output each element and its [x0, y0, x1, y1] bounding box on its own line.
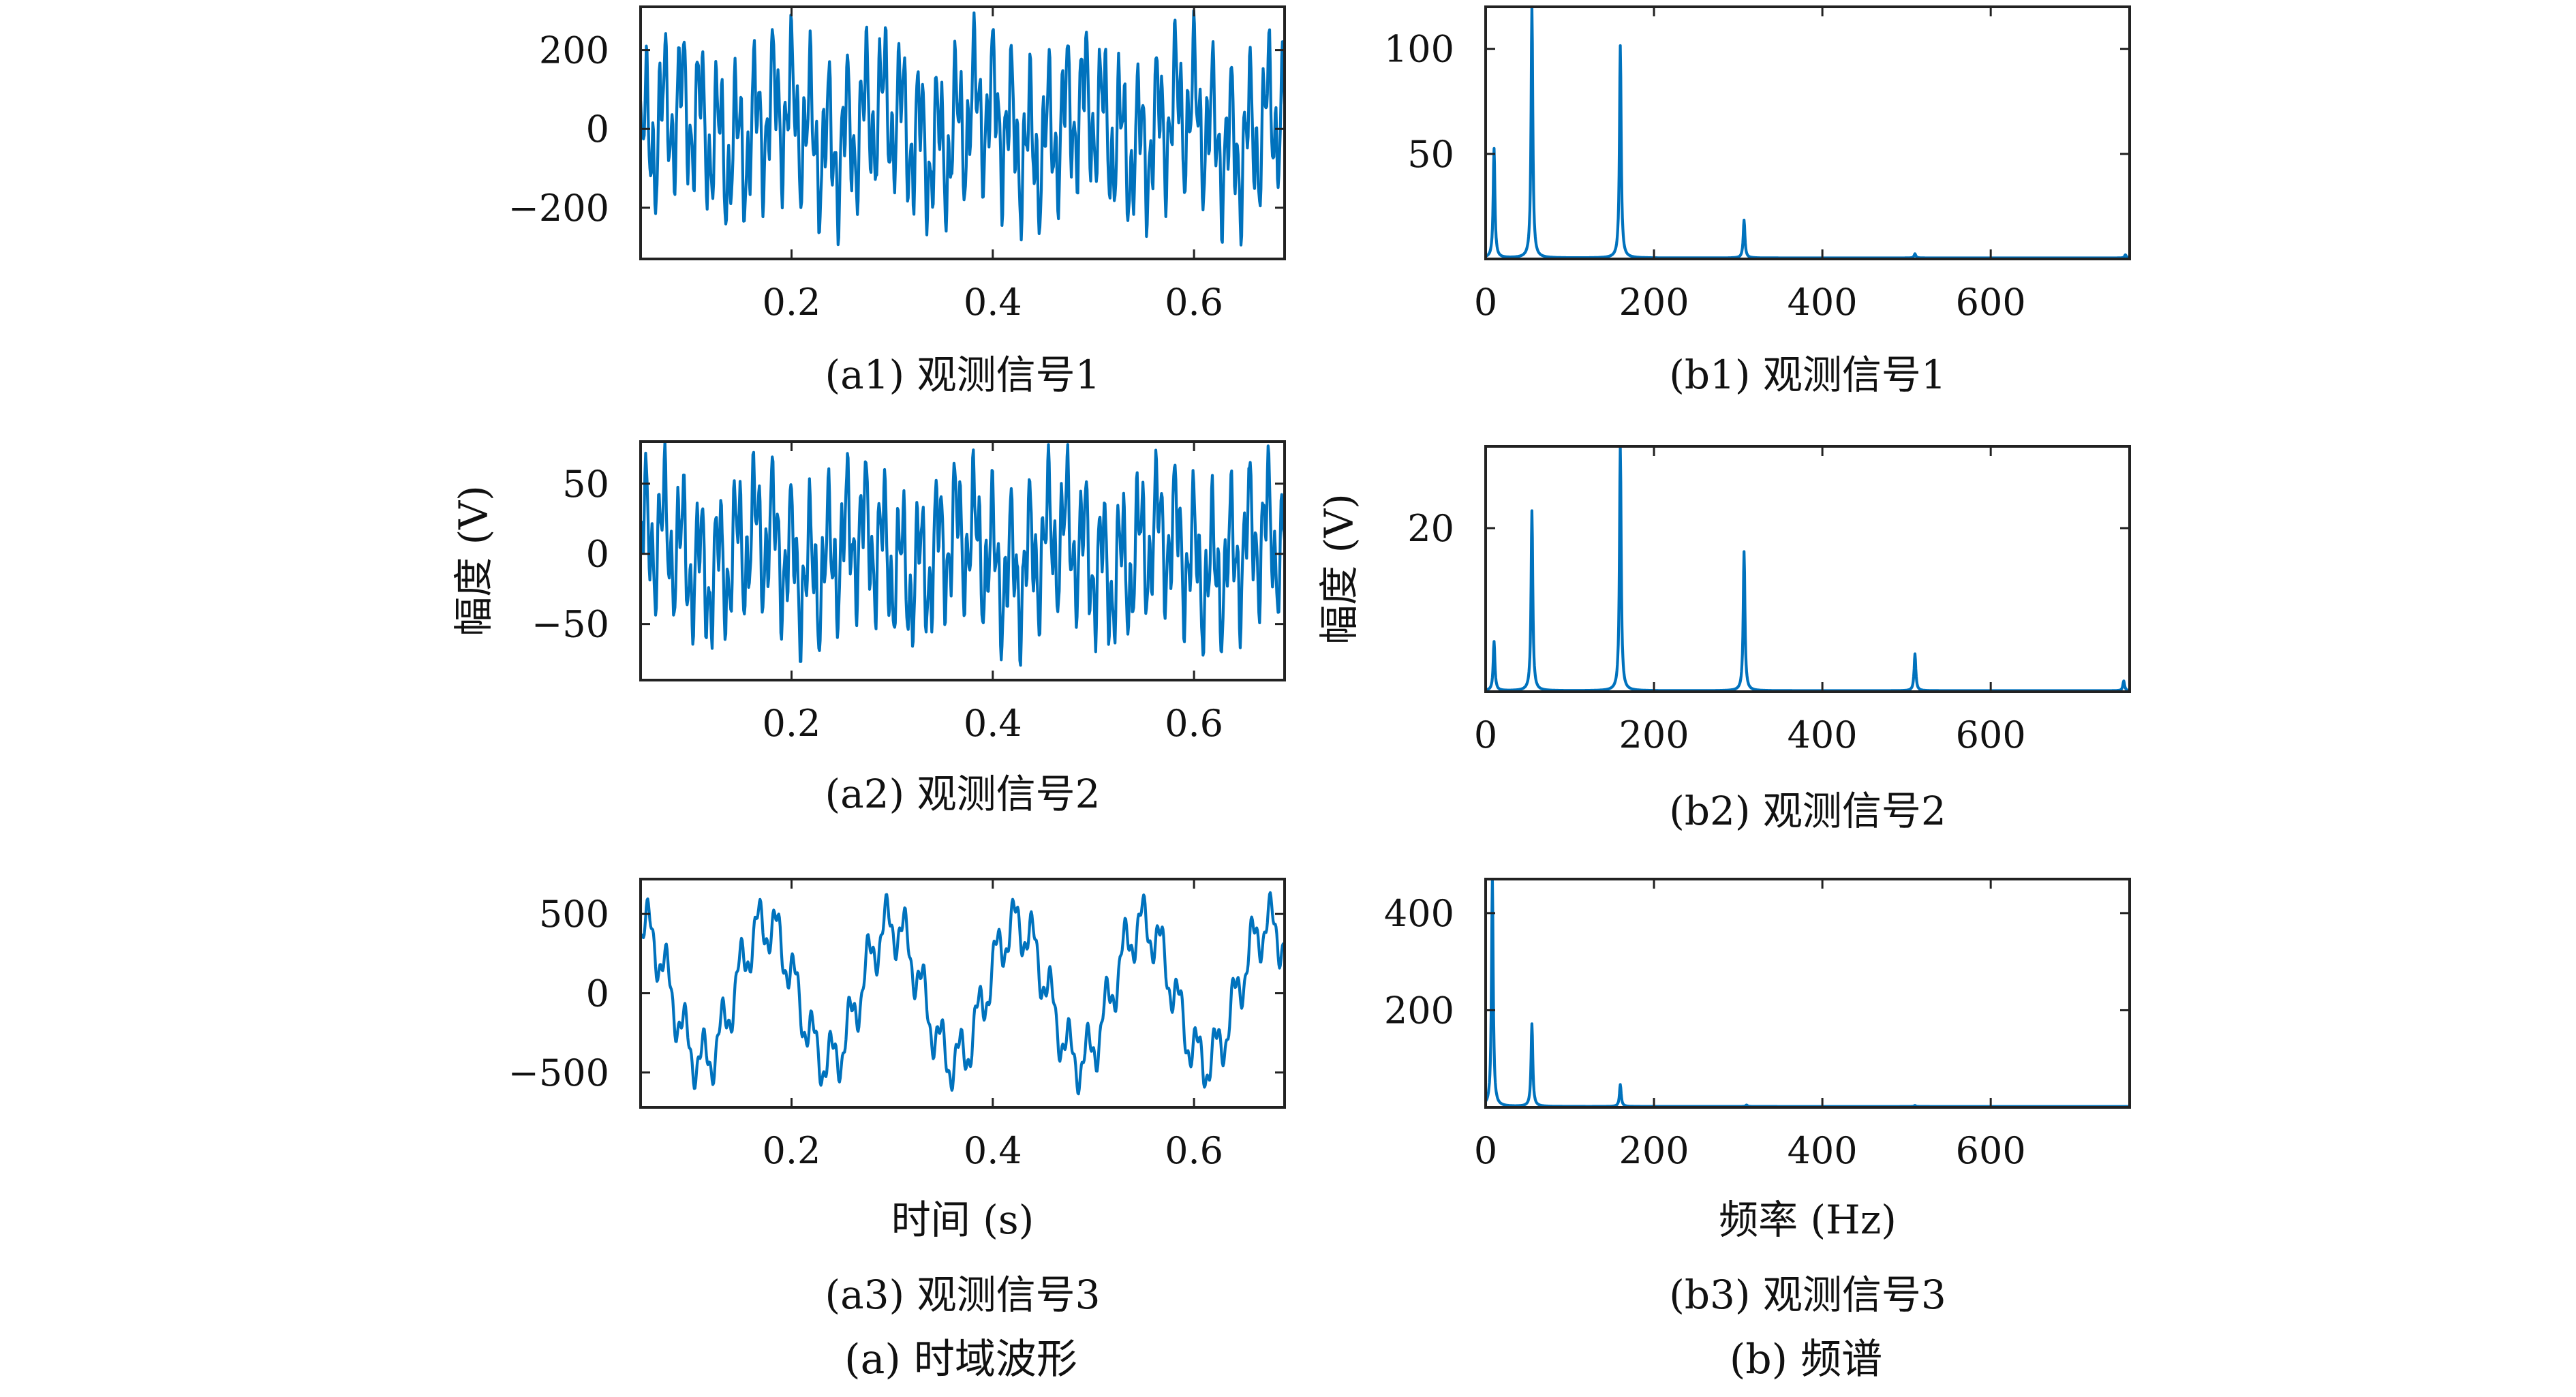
x-axis-label: 频率 (Hz)	[1719, 1197, 1897, 1243]
group-caption-time-domain: (a) 时域波形	[844, 1336, 1077, 1383]
x-tick-label: 0.2	[763, 281, 821, 324]
y-tick-label: 0	[586, 533, 609, 576]
x-tick-label: 400	[1788, 1129, 1858, 1172]
panel-a3: 0.2 0.4 0.6 500 0 −500 时间 (s) (a3) 观测信号3	[508, 878, 1286, 1318]
x-tick-label: 0.4	[964, 281, 1022, 324]
x-tick-label: 0.4	[964, 1129, 1022, 1172]
x-tick-label: 0.2	[763, 1129, 821, 1172]
axes-frame-b2	[1484, 445, 2131, 693]
x-tick-label: 0.2	[763, 702, 821, 745]
panel-caption-b1: (b1) 观测信号1	[1669, 352, 1946, 398]
axes-frame-a3	[639, 878, 1286, 1109]
y-tick-label: 0	[586, 972, 609, 1015]
y-tick-label: −500	[508, 1051, 609, 1094]
y-tick-label: 500	[539, 893, 609, 936]
group-caption-spectrum: (b) 频谱	[1730, 1336, 1882, 1383]
y-axis-label: 幅度 (V)	[450, 485, 497, 636]
y-tick-label: 200	[539, 29, 609, 72]
x-tick-label: 0	[1474, 1129, 1497, 1172]
y-tick-label: 50	[562, 463, 609, 506]
y-tick-label: 200	[1384, 989, 1454, 1032]
x-tick-label: 0.6	[1165, 702, 1223, 745]
x-tick-label: 600	[1956, 281, 2026, 324]
series-line-b1	[1486, 7, 2130, 259]
y-tick-label: 0	[586, 108, 609, 151]
axes-frame-b3	[1484, 878, 2131, 1109]
y-tick-label: 50	[1407, 133, 1454, 176]
x-tick-label: 600	[1956, 713, 2026, 756]
series-line-b2	[1486, 446, 2130, 692]
series-line-a2	[641, 442, 1285, 667]
panel-caption-b3: (b3) 观测信号3	[1669, 1272, 1946, 1318]
panel-a1: 0.2 0.4 0.6 200 0 −200 (a1) 观测信号1	[508, 5, 1286, 398]
panel-b1: 0 200 400 600 100 50 (b1) 观测信号1	[1384, 5, 2131, 398]
axes-frame-a1	[639, 5, 1286, 260]
panel-caption-b2: (b2) 观测信号2	[1669, 788, 1946, 834]
x-tick-label: 400	[1788, 281, 1858, 324]
series-line-a3	[641, 891, 1285, 1096]
x-tick-label: 0.6	[1165, 281, 1223, 324]
x-tick-label: 400	[1788, 713, 1858, 756]
panel-a2: 0.2 0.4 0.6 50 0 −50 幅度 (V) (a2) 观测信号2	[450, 440, 1286, 817]
y-tick-label: 400	[1384, 892, 1454, 935]
panel-b3: 0 200 400 600 400 200 频率 (Hz) (b3) 观测信号3	[1384, 878, 2131, 1318]
x-axis-label: 时间 (s)	[891, 1197, 1034, 1243]
x-tick-label: 600	[1956, 1129, 2026, 1172]
x-tick-label: 200	[1619, 1129, 1689, 1172]
axes-frame-b1	[1484, 5, 2131, 260]
panel-b2: 0 200 400 600 20 幅度 (V) (b2) 观测信号2	[1316, 445, 2131, 834]
y-tick-label: −50	[532, 603, 609, 646]
panel-caption-a2: (a2) 观测信号2	[825, 771, 1100, 817]
axes-frame-a2	[639, 440, 1286, 681]
x-tick-label: 200	[1619, 713, 1689, 756]
y-tick-label: −200	[508, 187, 609, 230]
y-tick-label: 100	[1384, 28, 1454, 71]
series-line-a1	[641, 9, 1285, 247]
series-line-b3	[1486, 879, 2130, 1107]
y-axis-label: 幅度 (V)	[1316, 493, 1362, 645]
panel-caption-a1: (a1) 观测信号1	[825, 352, 1100, 398]
x-tick-label: 200	[1619, 281, 1689, 324]
x-tick-label: 0.4	[964, 702, 1022, 745]
x-tick-label: 0	[1474, 281, 1497, 324]
x-tick-label: 0.6	[1165, 1129, 1223, 1172]
x-tick-label: 0	[1474, 713, 1497, 756]
panel-caption-a3: (a3) 观测信号3	[825, 1272, 1100, 1318]
y-tick-label: 20	[1407, 507, 1454, 550]
